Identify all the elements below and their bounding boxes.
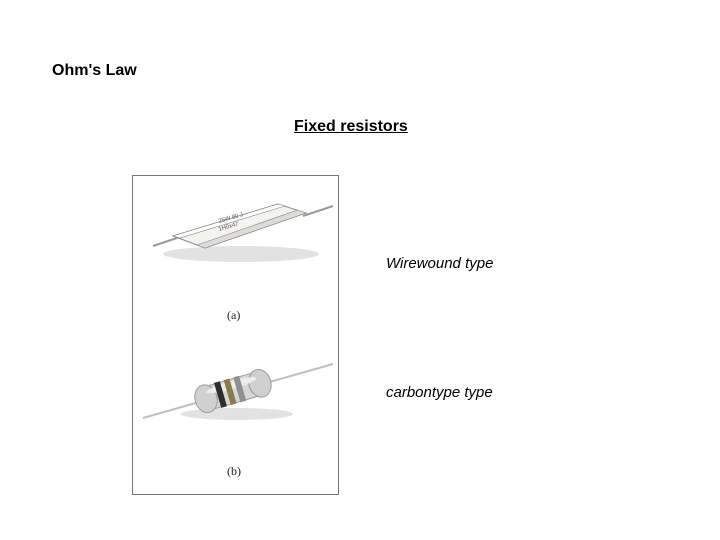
caption-b: (b) (227, 464, 241, 479)
figure-frame: 25W 80 J 1H0x47 (a) (b) (132, 175, 339, 495)
wirewound-label: Wirewound type (386, 255, 493, 272)
carbon-resistor-illustration (133, 356, 340, 446)
carbon-label: carbontype type (386, 384, 493, 401)
wirewound-resistor-illustration: 25W 80 J 1H0x47 (133, 176, 340, 306)
caption-a: (a) (227, 308, 240, 323)
page-title: Ohm's Law (52, 62, 137, 80)
section-title: Fixed resistors (294, 118, 408, 136)
